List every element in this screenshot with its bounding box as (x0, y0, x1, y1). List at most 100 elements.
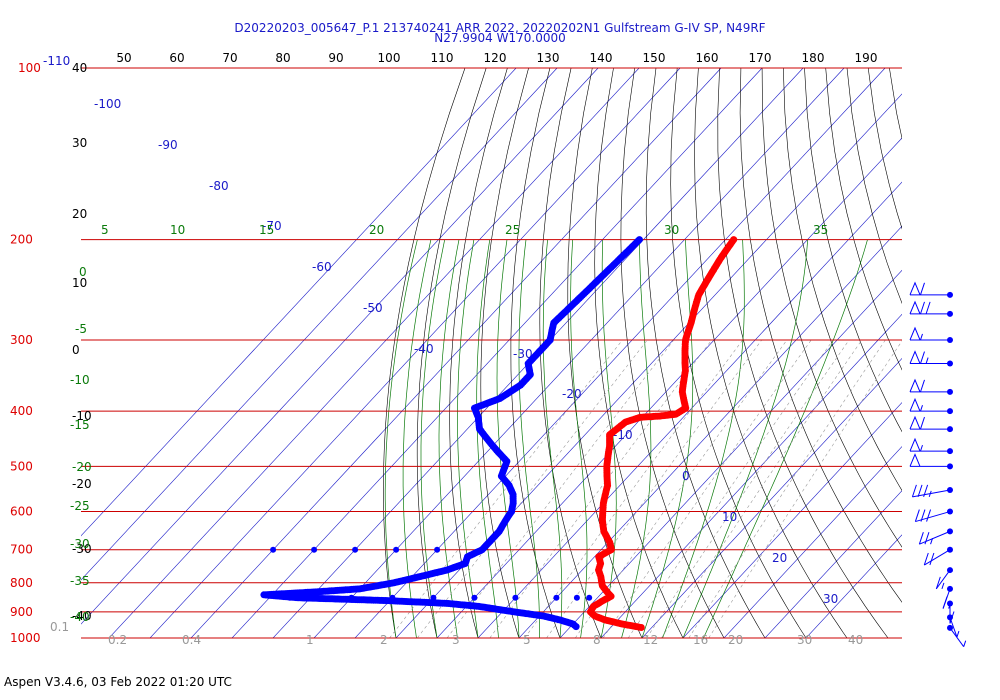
dry-adiabat-line (480, 67, 529, 639)
wind-barb-flag (920, 351, 925, 364)
wind-barb-staff (935, 569, 951, 590)
footer-text: Aspen V3.4.6, 03 Feb 2022 01:20 UTC (4, 675, 232, 689)
mixing-ratio-line (602, 339, 812, 639)
mixing-ratio-label: 20 (728, 633, 743, 647)
isotherm-line (723, 446, 902, 639)
moist-adiabat-line (457, 239, 479, 639)
dewpoint-sparse-point (553, 594, 560, 601)
mixing-ratio-label: 8 (593, 633, 601, 647)
mixing-ratio-label: 0.2 (108, 633, 127, 647)
wind-barb-staff (949, 617, 958, 638)
wind-barb-flag (924, 532, 930, 545)
wind-barb-half-flag (920, 333, 923, 341)
isotherm-line (190, 67, 722, 639)
dry-adiabat-line (804, 67, 902, 433)
left-scale-label: -20 (72, 477, 92, 491)
wind-barb-pennant (909, 281, 921, 296)
mixing-ratio-label: 16 (693, 633, 708, 647)
top-temperature-label: 190 (855, 51, 878, 65)
wind-barb-flag (914, 509, 920, 522)
isotherm-line (81, 67, 517, 537)
wind-barb-flag (935, 576, 941, 590)
moist-adiabat-label: -30 (70, 537, 90, 551)
dewpoint-sparse-point (348, 594, 355, 601)
wind-barb-half-flag (941, 582, 945, 590)
dry-adiabat-line (449, 67, 508, 639)
dry-adiabat-line (761, 67, 902, 548)
mixing-ratio-line (708, 340, 902, 639)
moist-adiabat-line (703, 239, 868, 639)
wind-barbs (909, 281, 967, 647)
moist-adiabat-label: -20 (72, 460, 92, 474)
dry-adiabat-line (846, 67, 902, 305)
left-scale-label: 30 (72, 136, 87, 150)
moist-adiabat-line (438, 239, 460, 639)
dewpoint-sparse-point (307, 594, 314, 601)
wind-barb-pennant (909, 378, 921, 393)
dewpoint-sparse-point (471, 594, 478, 601)
moist-adiabat-label: -35 (70, 574, 90, 588)
isotherm-label: -30 (513, 347, 533, 361)
isotherm-label: -60 (312, 260, 332, 274)
isotherm-line (313, 67, 845, 639)
left-scale-label: 20 (72, 207, 87, 221)
top-temperature-label: 170 (749, 51, 772, 65)
pressure-label: 500 (10, 459, 33, 473)
wind-barb-half-flag (963, 640, 967, 647)
isotherm-line (81, 67, 558, 581)
moist-adiabat-label: -40 (70, 610, 90, 624)
isotherm-label: 30 (823, 592, 838, 606)
moist-adiabat-label: -25 (70, 499, 90, 513)
wind-barb-half-flag (928, 490, 932, 498)
moist-adiabat-label: -10 (70, 373, 90, 387)
dewpoint-sparse-point (512, 594, 519, 601)
mixing-ratio-line (489, 339, 712, 639)
wind-barb-staff (919, 530, 951, 545)
moist-adiabat-label: 15 (259, 223, 274, 237)
mixing-ratio-line (524, 339, 743, 639)
top-temperature-label: 130 (537, 51, 560, 65)
top-temperature-label: 80 (275, 51, 290, 65)
dry-adiabat-line (510, 67, 561, 639)
wind-barb-flag (923, 552, 929, 566)
top-temperature-label: 180 (802, 51, 825, 65)
dry-adiabat-line (974, 68, 1000, 638)
wind-barb-flag (920, 282, 925, 295)
top-temperature-label: 90 (328, 51, 343, 65)
dewpoint-sparse-point (286, 594, 293, 601)
isotherm-label: -90 (158, 138, 178, 152)
isotherm-line (354, 67, 886, 639)
isotherm-line (600, 313, 902, 639)
dry-adiabat-line (567, 67, 643, 639)
isotherm-label: -70 (262, 219, 282, 233)
isotherm-line (641, 357, 902, 639)
top-label: -110 (43, 54, 70, 68)
moist-adiabat-label: 5 (101, 223, 109, 237)
left-scale-label: -10 (72, 409, 92, 423)
mixing-ratio-label: 30 (797, 633, 812, 647)
moist-adiabat-label: 0 (79, 265, 87, 279)
wind-barb-flag (920, 379, 925, 393)
wind-barb-flag (920, 416, 925, 430)
chart-title: D20220203_005647_P.1 213740241 ARR 2022,… (234, 21, 766, 35)
isotherm-line (764, 490, 902, 639)
wind-barb-staff (949, 627, 965, 647)
wind-barb-staff (924, 549, 951, 566)
moist-adiabat-label: 10 (170, 223, 185, 237)
moist-adiabat-label: -5 (75, 322, 87, 336)
mixing-ratio-label: 5 (523, 633, 531, 647)
moist-adiabat-label: -15 (70, 418, 90, 432)
dry-adiabat-line (594, 67, 684, 639)
mixing-ratio-label: 2 (380, 633, 388, 647)
wind-barb-flag (925, 301, 931, 315)
moist-adiabat-label: 35 (813, 223, 828, 237)
mixing-ratio-line (646, 339, 850, 639)
pressure-label: 100 (18, 61, 41, 75)
dry-adiabat-line (539, 67, 602, 639)
wind-barb-half-flag (925, 357, 929, 364)
top-temperature-label: 60 (169, 51, 184, 65)
mixing-ratio-line (688, 339, 886, 639)
top-temperature-label: 50 (116, 51, 131, 65)
pressure-label: 900 (10, 605, 33, 619)
pressure-label: 300 (10, 333, 33, 347)
